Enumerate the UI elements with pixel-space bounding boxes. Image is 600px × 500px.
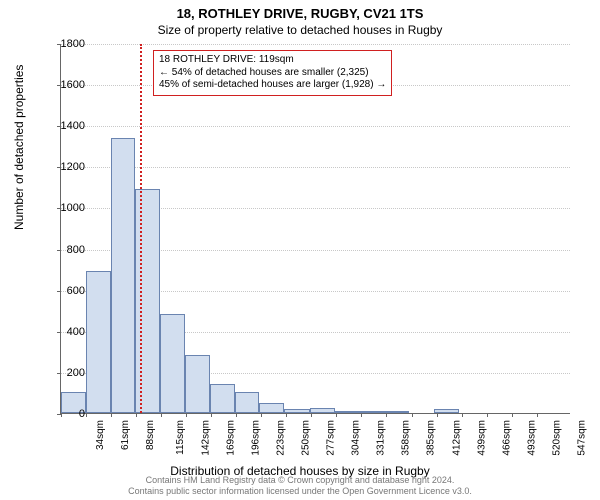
histogram-bar (86, 271, 111, 413)
xtick-label: 412sqm (451, 420, 462, 456)
histogram-bar (210, 384, 235, 413)
xtick-label: 196sqm (251, 420, 262, 456)
ytick-label: 400 (67, 326, 85, 338)
ytick-label: 1800 (61, 38, 85, 50)
footer-line1: Contains HM Land Registry data © Crown c… (0, 475, 600, 486)
footer-line2: Contains public sector information licen… (0, 486, 600, 497)
histogram-bar (360, 411, 385, 413)
xtick-label: 223sqm (276, 420, 287, 456)
histogram-bar (185, 355, 210, 413)
xtick-label: 250sqm (301, 420, 312, 456)
ytick-mark (57, 373, 61, 374)
annotation-line: ← 54% of detached houses are smaller (2,… (159, 67, 386, 80)
xtick-mark (211, 413, 212, 417)
xtick-mark (487, 413, 488, 417)
ytick-label: 1200 (61, 161, 85, 173)
xtick-label: 304sqm (351, 420, 362, 456)
annotation-line: 18 ROTHLEY DRIVE: 119sqm (159, 54, 386, 67)
xtick-label: 520sqm (551, 420, 562, 456)
xtick-label: 547sqm (576, 420, 587, 456)
xtick-label: 61sqm (120, 420, 131, 450)
ytick-label: 0 (79, 408, 85, 420)
histogram-bar (235, 392, 259, 413)
xtick-mark (462, 413, 463, 417)
xtick-mark (386, 413, 387, 417)
gridline (61, 44, 570, 45)
chart-container: 18, ROTHLEY DRIVE, RUGBY, CV21 1TS Size … (0, 0, 600, 500)
xtick-mark (111, 413, 112, 417)
ytick-label: 800 (67, 244, 85, 256)
ytick-label: 1400 (61, 120, 85, 132)
y-axis-label: Number of detached properties (12, 65, 26, 230)
reference-line (140, 44, 142, 413)
xtick-mark (361, 413, 362, 417)
xtick-label: 277sqm (326, 420, 337, 456)
histogram-bar (111, 138, 135, 413)
xtick-label: 331sqm (376, 420, 387, 456)
histogram-bar (284, 409, 309, 413)
histogram-bar (160, 314, 185, 413)
histogram-bar (385, 411, 409, 413)
plot-inner: 34sqm61sqm88sqm115sqm142sqm169sqm196sqm2… (60, 44, 570, 414)
xtick-label: 358sqm (401, 420, 412, 456)
xtick-mark (236, 413, 237, 417)
gridline (61, 167, 570, 168)
ytick-mark (57, 291, 61, 292)
xtick-mark (437, 413, 438, 417)
xtick-mark (261, 413, 262, 417)
footer-attribution: Contains HM Land Registry data © Crown c… (0, 475, 600, 497)
xtick-label: 142sqm (201, 420, 212, 456)
xtick-mark (86, 413, 87, 417)
annotation-box: 18 ROTHLEY DRIVE: 119sqm← 54% of detache… (153, 50, 392, 96)
xtick-mark (161, 413, 162, 417)
histogram-bar (434, 409, 459, 413)
xtick-mark (186, 413, 187, 417)
xtick-label: 493sqm (526, 420, 537, 456)
histogram-bar (259, 403, 284, 413)
ytick-label: 1000 (61, 202, 85, 214)
xtick-label: 34sqm (95, 420, 106, 450)
xtick-label: 466sqm (501, 420, 512, 456)
xtick-mark (61, 413, 62, 417)
ytick-label: 600 (67, 285, 85, 297)
xtick-label: 385sqm (426, 420, 437, 456)
chart-subtitle: Size of property relative to detached ho… (0, 21, 600, 37)
plot-area: 34sqm61sqm88sqm115sqm142sqm169sqm196sqm2… (60, 44, 570, 414)
xtick-label: 115sqm (175, 420, 186, 455)
chart-title: 18, ROTHLEY DRIVE, RUGBY, CV21 1TS (0, 0, 600, 21)
ytick-label: 1600 (61, 79, 85, 91)
xtick-label: 88sqm (145, 420, 156, 450)
xtick-label: 439sqm (476, 420, 487, 456)
ytick-label: 200 (67, 367, 85, 379)
annotation-line: 45% of semi-detached houses are larger (… (159, 79, 386, 92)
xtick-mark (311, 413, 312, 417)
xtick-mark (412, 413, 413, 417)
ytick-mark (57, 332, 61, 333)
xtick-mark (336, 413, 337, 417)
histogram-bar (310, 408, 335, 413)
xtick-mark (136, 413, 137, 417)
histogram-bar (335, 411, 360, 413)
xtick-mark (286, 413, 287, 417)
gridline (61, 126, 570, 127)
xtick-mark (512, 413, 513, 417)
ytick-mark (57, 250, 61, 251)
xtick-mark (537, 413, 538, 417)
xtick-label: 169sqm (226, 420, 237, 456)
